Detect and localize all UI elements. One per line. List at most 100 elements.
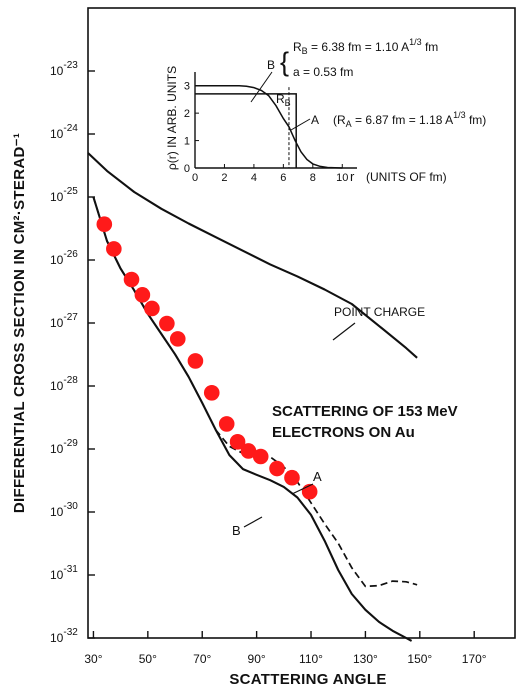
y-tick-label: 10-23 <box>50 60 78 78</box>
inset-x-tick-label: 0 <box>192 172 198 184</box>
data-point <box>218 416 235 432</box>
inset-eq-a: (RA = 6.87 fm = 1.18 A1/3 fm) <box>333 110 486 129</box>
inset-x-tick-label: 8 <box>310 172 316 184</box>
curve-a-label: A <box>313 469 322 484</box>
inset-y-tick-label: 0 <box>184 163 190 175</box>
inset-label-a: A <box>311 113 319 127</box>
inset-eq-b-line2: a = 0.53 fm <box>293 65 353 79</box>
eq-b-sub: B <box>302 46 308 56</box>
y-tick-base: 10 <box>50 631 64 645</box>
inset-label-b: B <box>267 58 275 72</box>
y-axis-ticks: 10-2310-2410-2510-2610-2710-2810-2910-30… <box>50 60 95 645</box>
x-tick-label: 70° <box>193 652 211 666</box>
point-charge-pointer <box>332 322 356 341</box>
point-charge-label: POINT CHARGE <box>334 305 425 319</box>
data-point <box>169 331 186 347</box>
curve-a <box>92 196 418 588</box>
inset-y-tick-label: 1 <box>184 136 190 148</box>
curves <box>87 152 418 642</box>
inset-b-pointer <box>250 71 273 103</box>
x-tick-label: 90° <box>248 652 266 666</box>
y-tick-exp: -23 <box>63 60 78 71</box>
inset-x-tick-label: 2 <box>221 172 227 184</box>
y-tick-label: 10-24 <box>50 123 78 141</box>
y-tick-label: 10-32 <box>50 627 78 645</box>
y-tick-base: 10 <box>50 253 64 267</box>
inset-a-pointer <box>290 118 311 131</box>
data-point <box>106 241 122 257</box>
data-point <box>159 315 175 332</box>
curve-a-pointer <box>291 483 314 495</box>
curve-b-pointer <box>243 516 263 528</box>
y-tick-exp: -29 <box>63 438 78 449</box>
y-tick-label: 10-30 <box>50 501 78 519</box>
y-tick-exp: -32 <box>63 627 78 638</box>
inset-x-tick-label: 4 <box>251 172 257 184</box>
figure-caption-line2: ELECTRONS ON Au <box>272 424 415 441</box>
y-tick-label: 10-26 <box>50 249 78 267</box>
inset-chart: 0 2 4 6 8 10 0 1 2 3 ρ(r) IN ARB. UNITS r (UNITS … <box>165 37 486 184</box>
inset-ticks: 0 2 4 6 8 10 0 1 2 3 <box>184 81 349 184</box>
inset-rb-r: R <box>276 92 285 106</box>
y-tick-exp: -30 <box>63 501 78 512</box>
inset-y-title: ρ(r) IN ARB. UNITS <box>165 66 179 170</box>
inset-rb-sub: B <box>285 98 291 108</box>
x-axis-title: SCATTERING ANGLE <box>229 671 386 688</box>
curve-b-label: B <box>232 523 241 538</box>
y-tick-exp: -27 <box>63 312 78 323</box>
eq-a-text: = 6.87 fm = 1.18 A <box>352 113 453 127</box>
y-tick-base: 10 <box>50 190 64 204</box>
eq-b-tail: fm <box>422 40 439 54</box>
x-tick-label: 50° <box>139 652 157 666</box>
data-point <box>96 216 113 233</box>
data-point <box>240 443 257 459</box>
data-point <box>134 287 151 303</box>
y-tick-exp: -24 <box>63 123 78 134</box>
y-tick-base: 10 <box>50 442 64 456</box>
y-tick-label: 10-25 <box>50 186 78 204</box>
x-tick-label: 150° <box>407 652 432 666</box>
eq-a-sup: 1/3 <box>453 110 466 120</box>
x-tick-label: 130° <box>353 652 378 666</box>
y-tick-base: 10 <box>50 568 64 582</box>
data-point <box>187 353 204 369</box>
inset-curves <box>195 84 343 169</box>
inset-x-title: r <box>350 169 355 184</box>
data-point <box>203 384 220 401</box>
figure-caption-line1: SCATTERING OF 153 MeV <box>272 403 458 420</box>
y-tick-base: 10 <box>50 316 64 330</box>
y-axis-title: DIFFERENTIAL CROSS SECTION IN CM²·STERAD… <box>11 133 28 513</box>
y-tick-label: 10-27 <box>50 312 78 330</box>
x-tick-label: 30° <box>84 652 102 666</box>
inset-x-tick-label: 10 <box>336 172 348 184</box>
data-point <box>284 469 300 486</box>
inset-rb-label: RB <box>276 92 291 108</box>
eq-b-sup: 1/3 <box>409 37 422 47</box>
y-tick-label: 10-28 <box>50 375 78 393</box>
data-point <box>252 448 269 465</box>
y-tick-base: 10 <box>50 64 64 78</box>
y-tick-base: 10 <box>50 505 64 519</box>
y-tick-label: 10-29 <box>50 438 78 456</box>
inset-x-tick-label: 6 <box>280 172 286 184</box>
eq-a-tail: fm) <box>466 113 487 127</box>
data-point <box>229 434 246 450</box>
y-tick-label: 10-31 <box>50 564 78 582</box>
y-tick-exp: -25 <box>63 186 78 197</box>
eq-b-text: = 6.38 fm = 1.10 A <box>308 40 409 54</box>
plot-frame <box>87 7 516 639</box>
inset-eq-b-line1: RB = 6.38 fm = 1.10 A1/3 fm <box>293 37 438 56</box>
x-axis-ticks: 30° 50° 70° 90° 110° 130° 150° 170° <box>84 631 487 666</box>
x-tick-label: 110° <box>299 652 323 666</box>
y-tick-exp: -28 <box>63 375 78 386</box>
x-tick-label: 170° <box>462 652 487 666</box>
y-tick-base: 10 <box>50 379 64 393</box>
data-point <box>269 460 285 477</box>
inset-curve-b <box>195 84 343 169</box>
data-point <box>144 300 160 317</box>
inset-brace: { <box>280 47 289 77</box>
inset-y-tick-label: 3 <box>184 81 190 93</box>
inset-x-units: (UNITS OF fm) <box>366 170 447 184</box>
data-points <box>96 216 318 500</box>
